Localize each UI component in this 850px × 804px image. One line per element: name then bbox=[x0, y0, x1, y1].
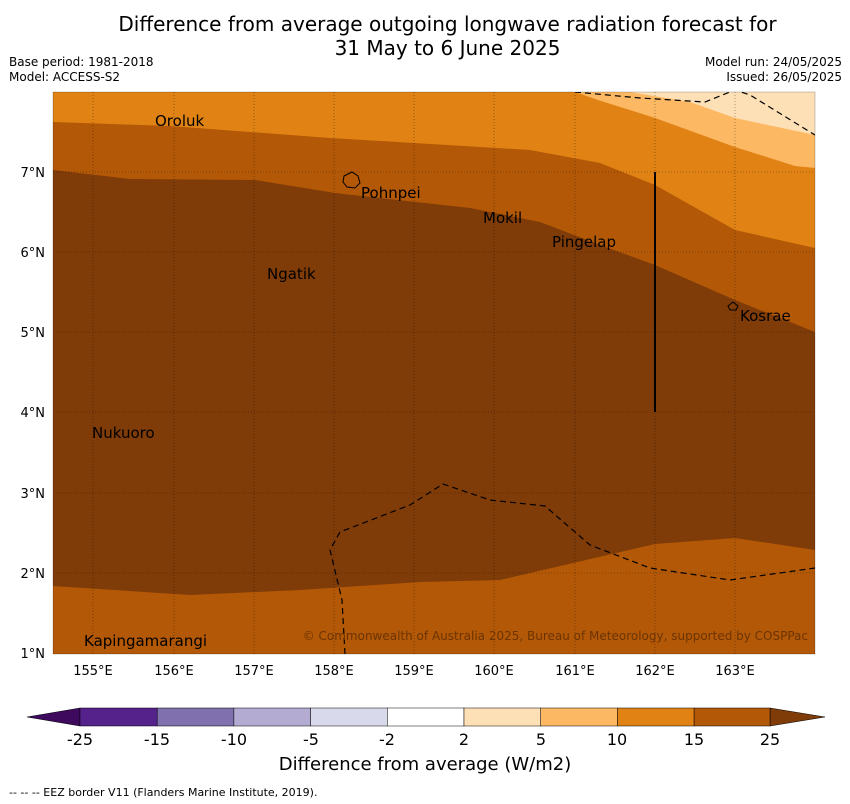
kosrae-island-icon bbox=[727, 301, 739, 311]
model-run: Model run: 24/05/2025 bbox=[704, 55, 842, 69]
colorbar-label-7: 5 bbox=[536, 730, 546, 749]
lat-tick-6n: 6°N bbox=[21, 246, 46, 261]
colorbar: -25 -15 -10 -5 -2 2 5 10 15 25 bbox=[26, 707, 826, 749]
title-line-1: Difference from average outgoing longwav… bbox=[118, 12, 777, 36]
lon-tick-162e: 162°E bbox=[635, 664, 675, 679]
colorbar-label-3: -10 bbox=[221, 730, 247, 749]
pohnpei-island-icon bbox=[342, 171, 361, 189]
place-kapingamarangi: Kapingamarangi bbox=[84, 632, 207, 650]
colorbar-label-9: 15 bbox=[684, 730, 704, 749]
colorbar-bin-1 bbox=[79, 707, 158, 727]
lon-tick-163e: 163°E bbox=[715, 664, 755, 679]
colorbar-label-8: 10 bbox=[607, 730, 627, 749]
map-area: Oroluk Pohnpei Mokil Pingelap Ngatik Kos… bbox=[53, 92, 815, 654]
colorbar-label-1: -25 bbox=[67, 730, 93, 749]
lat-tick-2n: 2°N bbox=[21, 567, 46, 582]
colorbar-over-arrow bbox=[769, 707, 826, 727]
copyright-notice: © Commonwealth of Australia 2025, Bureau… bbox=[303, 629, 808, 643]
lon-tick-155e: 155°E bbox=[73, 664, 113, 679]
place-ngatik: Ngatik bbox=[267, 265, 316, 283]
lon-tick-161e: 161°E bbox=[555, 664, 595, 679]
base-period: Base period: 1981-2018 bbox=[9, 55, 154, 69]
band-2-5 bbox=[575, 92, 815, 135]
colorbar-under-arrow bbox=[26, 707, 81, 727]
place-pingelap: Pingelap bbox=[552, 233, 616, 251]
place-pohnpei: Pohnpei bbox=[361, 184, 421, 202]
place-kosrae: Kosrae bbox=[740, 307, 791, 325]
colorbar-label-10: 25 bbox=[760, 730, 780, 749]
map-figure: Oroluk Pohnpei Mokil Pingelap Ngatik Kos… bbox=[21, 91, 816, 679]
eez-footnote: -- -- -- EEZ border V11 (Flanders Marine… bbox=[9, 786, 318, 799]
lat-tick-1n: 1°N bbox=[21, 647, 46, 662]
colorbar-label-5: -2 bbox=[379, 730, 395, 749]
eez-border bbox=[329, 92, 815, 654]
lon-tick-157e: 157°E bbox=[234, 664, 274, 679]
place-oroluk: Oroluk bbox=[155, 112, 204, 130]
lat-tick-3n: 3°N bbox=[21, 487, 46, 502]
colorbar-bin-6 bbox=[463, 707, 541, 727]
colorbar-bin-4 bbox=[310, 707, 388, 727]
map-frame bbox=[52, 91, 816, 655]
colorbar-bin-2 bbox=[156, 707, 235, 727]
meta-left: Base period: 1981-2018 Model: ACCESS-S2 bbox=[9, 55, 154, 85]
place-mokil: Mokil bbox=[483, 209, 522, 227]
colorbar-label-4: -5 bbox=[303, 730, 319, 749]
colorbar-bin-3 bbox=[233, 707, 311, 727]
lon-tick-158e: 158°E bbox=[314, 664, 354, 679]
lon-tick-159e: 159°E bbox=[394, 664, 434, 679]
lon-tick-160e: 160°E bbox=[474, 664, 514, 679]
lat-tick-4n: 4°N bbox=[21, 406, 46, 421]
colorbar-label-2: -15 bbox=[144, 730, 170, 749]
colorbar-bin-7 bbox=[540, 707, 618, 727]
colorbar-bin-5 bbox=[387, 707, 465, 727]
meta-right: Model run: 24/05/2025 Issued: 26/05/2025 bbox=[705, 55, 842, 85]
colorbar-bin-8 bbox=[617, 707, 695, 727]
issued-date: Issued: 26/05/2025 bbox=[726, 70, 842, 84]
lon-tick-156e: 156°E bbox=[154, 664, 194, 679]
lat-tick-5n: 5°N bbox=[21, 326, 46, 341]
colorbar-label-6: 2 bbox=[459, 730, 469, 749]
band-over-25 bbox=[53, 170, 815, 595]
model-name: Model: ACCESS-S2 bbox=[9, 70, 121, 84]
place-nukuoro: Nukuoro bbox=[92, 424, 155, 442]
title-line-2: 31 May to 6 June 2025 bbox=[334, 36, 561, 60]
colorbar-bin-9 bbox=[693, 707, 771, 727]
lat-tick-7n: 7°N bbox=[21, 166, 46, 181]
chart-title: Difference from average outgoing longwav… bbox=[0, 12, 850, 60]
colorbar-title: Difference from average (W/m2) bbox=[278, 754, 572, 775]
